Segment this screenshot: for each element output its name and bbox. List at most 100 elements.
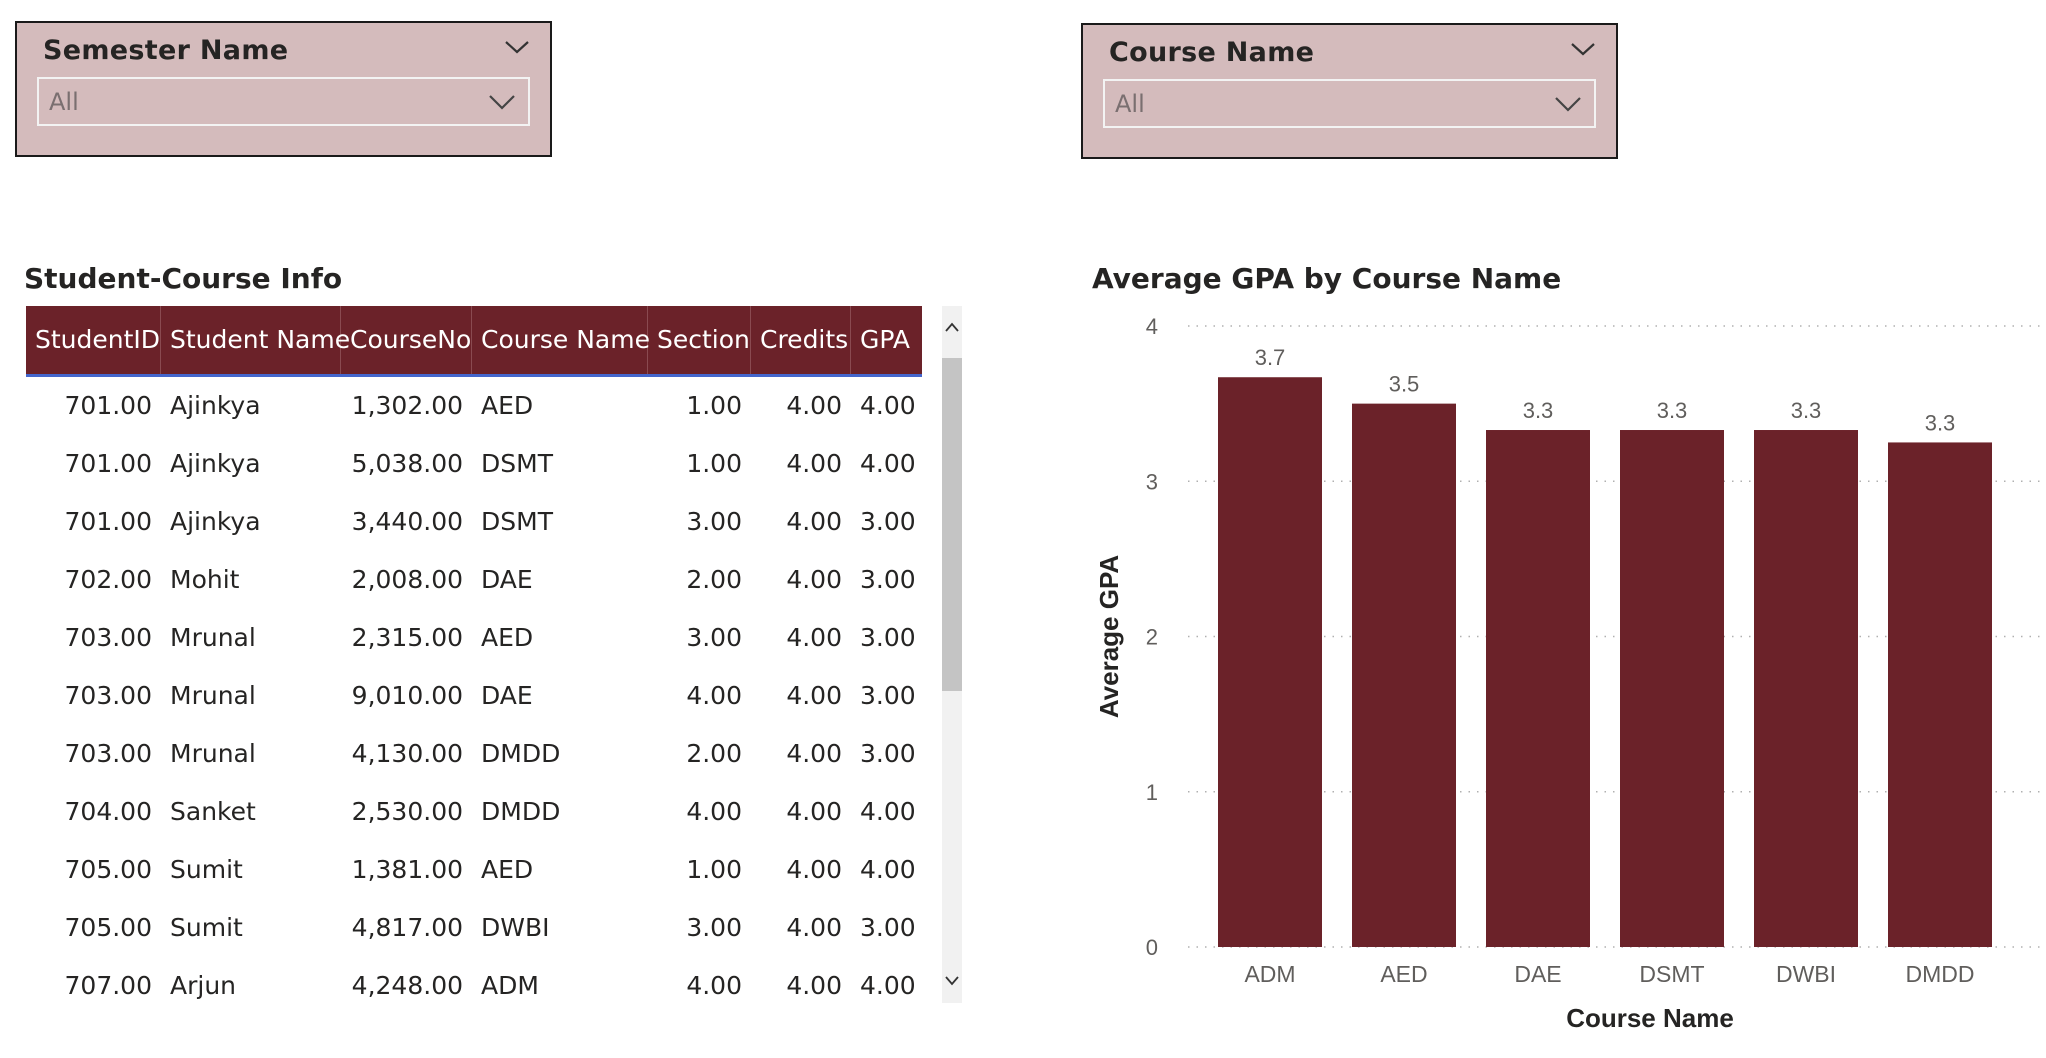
column-header[interactable]: Section	[648, 306, 751, 374]
course-no-cell: 4,248.00	[351, 971, 463, 1000]
column-header[interactable]: CourseNo	[341, 306, 472, 374]
bar[interactable]	[1218, 377, 1322, 947]
table-row[interactable]: 703.00 Mrunal 9,010.00 DAE 4.00 4.00 3.00	[26, 667, 922, 725]
section-cell: 4.00	[686, 797, 742, 826]
scroll-thumb[interactable]	[942, 358, 962, 691]
table-row[interactable]: 704.00 Sanket 2,530.00 DMDD 4.00 4.00 4.00	[26, 783, 922, 841]
table-row[interactable]: 701.00 Ajinkya 1,302.00 AED 1.00 4.00 4.00	[26, 377, 922, 435]
credits-cell: 4.00	[786, 681, 842, 710]
chart-title: Average GPA by Course Name	[1092, 262, 1562, 295]
chevron-down-icon[interactable]	[488, 93, 516, 115]
table-row[interactable]: 705.00 Sumit 1,381.00 AED 1.00 4.00 4.00	[26, 841, 922, 899]
chevron-down-icon[interactable]	[504, 39, 530, 59]
course-name-cell: ADM	[481, 971, 539, 1000]
table-row[interactable]: 703.00 Mrunal 4,130.00 DMDD 2.00 4.00 3.00	[26, 725, 922, 783]
y-tick-label: 0	[1146, 935, 1158, 960]
bar[interactable]	[1620, 430, 1724, 947]
y-tick-label: 1	[1146, 780, 1158, 805]
semester-slicer: Semester Name All	[15, 21, 552, 157]
student-name-cell: Sanket	[170, 797, 256, 826]
bar[interactable]	[1754, 430, 1858, 947]
student-course-table: StudentID Student Name CourseNo Course N…	[26, 306, 922, 1003]
course-dropdown[interactable]: All	[1103, 79, 1596, 128]
data-label: 3.5	[1389, 372, 1420, 397]
student-id-cell: 704.00	[64, 797, 152, 826]
student-id-cell: 701.00	[64, 507, 152, 536]
student-name-cell: Mrunal	[170, 623, 256, 652]
column-header[interactable]: StudentID	[26, 306, 161, 374]
table-row[interactable]: 707.00 Arjun 4,248.00 ADM 4.00 4.00 4.00	[26, 957, 922, 1003]
table-row[interactable]: 701.00 Ajinkya 3,440.00 DSMT 3.00 4.00 3.00	[26, 493, 922, 551]
credits-cell: 4.00	[786, 971, 842, 1000]
bar[interactable]	[1486, 430, 1590, 947]
student-name-cell: Mrunal	[170, 681, 256, 710]
credits-cell: 4.00	[786, 507, 842, 536]
section-cell: 3.00	[686, 913, 742, 942]
credits-cell: 4.00	[786, 913, 842, 942]
table-row[interactable]: 702.00 Mohit 2,008.00 DAE 2.00 4.00 3.00	[26, 551, 922, 609]
table-row[interactable]: 705.00 Sumit 4,817.00 DWBI 3.00 4.00 3.00	[26, 899, 922, 957]
course-slicer-title: Course Name	[1109, 37, 1315, 68]
section-cell: 1.00	[686, 391, 742, 420]
x-tick-label: AED	[1380, 961, 1427, 987]
table-row[interactable]: 701.00 Ajinkya 5,038.00 DSMT 1.00 4.00 4.00	[26, 435, 922, 493]
column-header[interactable]: Student Name	[161, 306, 350, 374]
table-scrollbar[interactable]	[942, 306, 962, 1003]
data-label: 3.3	[1925, 410, 1956, 435]
column-header[interactable]: Course Name	[472, 306, 650, 374]
gpa-cell: 3.00	[860, 507, 916, 536]
course-no-cell: 9,010.00	[351, 681, 463, 710]
course-slicer: Course Name All	[1081, 23, 1618, 159]
table-header: StudentID Student Name CourseNo Course N…	[26, 306, 922, 377]
x-tick-label: DMDD	[1906, 961, 1975, 987]
course-no-cell: 4,130.00	[351, 739, 463, 768]
student-id-cell: 703.00	[64, 623, 152, 652]
gpa-cell: 3.00	[860, 623, 916, 652]
bar[interactable]	[1888, 442, 1992, 947]
student-id-cell: 703.00	[64, 681, 152, 710]
credits-cell: 4.00	[786, 565, 842, 594]
student-name-cell: Sumit	[170, 855, 243, 884]
chevron-up-icon[interactable]	[945, 318, 959, 337]
column-header[interactable]: GPA	[860, 325, 910, 354]
credits-cell: 4.00	[786, 855, 842, 884]
gpa-cell: 4.00	[860, 391, 916, 420]
x-tick-label: DSMT	[1639, 961, 1704, 987]
y-axis-title: Average GPA	[1094, 555, 1124, 719]
table-title: Student-Course Info	[24, 262, 343, 295]
course-no-cell: 5,038.00	[351, 449, 463, 478]
gpa-cell: 3.00	[860, 739, 916, 768]
gpa-cell: 3.00	[860, 681, 916, 710]
student-name-cell: Mrunal	[170, 739, 256, 768]
student-name-cell: Mohit	[170, 565, 240, 594]
semester-dropdown-value: All	[49, 88, 79, 116]
y-tick-label: 2	[1146, 625, 1158, 650]
student-id-cell: 703.00	[64, 739, 152, 768]
section-cell: 4.00	[686, 971, 742, 1000]
student-id-cell: 702.00	[64, 565, 152, 594]
bar[interactable]	[1352, 403, 1456, 947]
course-name-cell: DSMT	[481, 449, 553, 478]
student-id-cell: 701.00	[64, 391, 152, 420]
course-name-cell: AED	[481, 855, 534, 884]
gpa-cell: 4.00	[860, 855, 916, 884]
credits-cell: 4.00	[786, 449, 842, 478]
chevron-down-icon[interactable]	[1554, 95, 1582, 117]
chevron-down-icon[interactable]	[1570, 41, 1596, 61]
gpa-cell: 3.00	[860, 565, 916, 594]
x-axis-title: Course Name	[1566, 1003, 1734, 1033]
column-header[interactable]: Credits	[751, 306, 851, 374]
student-name-cell: Sumit	[170, 913, 243, 942]
gpa-cell: 4.00	[860, 971, 916, 1000]
credits-cell: 4.00	[786, 739, 842, 768]
credits-cell: 4.00	[786, 797, 842, 826]
x-tick-label: ADM	[1244, 961, 1295, 987]
table-row[interactable]: 703.00 Mrunal 2,315.00 AED 3.00 4.00 3.00	[26, 609, 922, 667]
chevron-down-icon[interactable]	[945, 972, 959, 991]
semester-slicer-title: Semester Name	[43, 35, 289, 66]
course-name-cell: DMDD	[481, 739, 561, 768]
section-cell: 4.00	[686, 681, 742, 710]
student-name-cell: Ajinkya	[170, 449, 261, 478]
data-label: 3.7	[1255, 345, 1286, 370]
semester-dropdown[interactable]: All	[37, 77, 530, 126]
